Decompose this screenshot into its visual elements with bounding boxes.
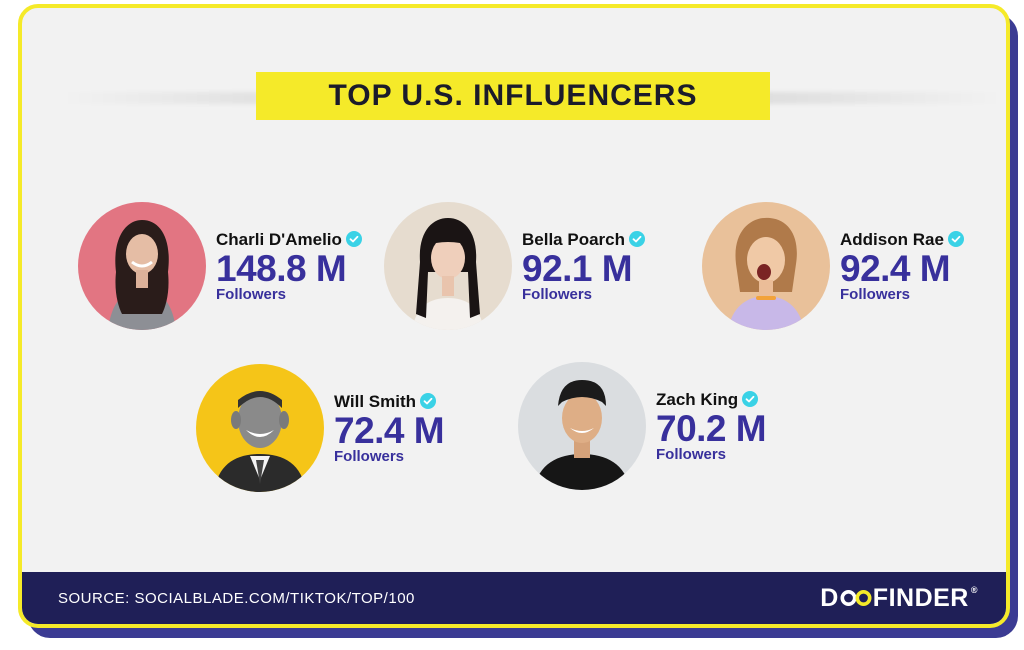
name-row: Will Smith [334, 393, 444, 410]
influencer-info: Zach King 70.2 M Followers [656, 391, 767, 463]
infographic-card: TOP U.S. INFLUENCERS Charli D'Amelio 14 [18, 4, 1010, 628]
influencer-card-zach: Zach King 70.2 M Followers [518, 362, 767, 490]
infinity-logo-icon [840, 590, 872, 606]
verified-check-icon [742, 391, 759, 407]
followers-label: Followers [522, 285, 593, 303]
brand-prefix: D [820, 583, 839, 612]
influencer-name: Charli D'Amelio [216, 229, 342, 249]
influencer-name: Addison Rae [840, 229, 944, 249]
avatar [196, 364, 324, 492]
follower-count: 92.1 M [522, 247, 633, 289]
page-title: TOP U.S. INFLUENCERS [328, 79, 698, 112]
follower-count: 92.4 M [840, 247, 951, 289]
name-row: Bella Poarch [522, 231, 645, 248]
follower-count: 72.4 M [334, 409, 445, 451]
brand-suffix: FINDER [872, 583, 969, 612]
followers-label: Followers [216, 285, 287, 303]
followers-label: Followers [840, 285, 911, 303]
follower-count: 70.2 M [656, 407, 767, 449]
influencer-name: Will Smith [334, 391, 417, 411]
influencer-name: Zach King [656, 389, 739, 409]
avatar [702, 202, 830, 330]
avatar-addison-image [702, 202, 830, 330]
avatar [518, 362, 646, 490]
verified-check-icon [947, 231, 964, 247]
influencer-info: Bella Poarch 92.1 M Followers [522, 231, 645, 302]
verified-check-icon [345, 231, 362, 247]
follower-count: 148.8 M [216, 247, 347, 289]
followers-label: Followers [334, 447, 405, 465]
influencer-card-charli: Charli D'Amelio 148.8 M Followers [78, 202, 362, 330]
avatar [78, 202, 206, 330]
followers-label: Followers [656, 445, 727, 463]
registered-mark: ® [970, 585, 978, 595]
name-row: Zach King [656, 391, 766, 408]
avatar-bella-image [384, 202, 512, 330]
influencer-info: Will Smith 72.4 M Followers [334, 393, 445, 465]
influencer-name: Bella Poarch [522, 229, 625, 249]
avatar-charli-image [78, 202, 206, 330]
avatar-will-image [196, 364, 324, 492]
influencer-card-will: Will Smith 72.4 M Followers [196, 364, 445, 492]
verified-check-icon [629, 231, 645, 247]
name-row: Addison Rae [840, 231, 964, 248]
influencer-card-bella: Bella Poarch 92.1 M Followers [384, 202, 645, 330]
footer: SOURCE: SOCIALBLADE.COM/TIKTOK/TOP/100 D… [22, 572, 1006, 624]
brand-logo: D FINDER ® [820, 584, 978, 613]
influencer-info: Addison Rae 92.4 M Followers [840, 231, 964, 302]
verified-check-icon [420, 393, 437, 409]
avatar-zach-image [518, 362, 646, 490]
source-text: SOURCE: SOCIALBLADE.COM/TIKTOK/TOP/100 [58, 589, 415, 607]
avatar [384, 202, 512, 330]
influencer-card-addison: Addison Rae 92.4 M Followers [702, 202, 964, 330]
influencer-info: Charli D'Amelio 148.8 M Followers [216, 231, 362, 302]
title-banner: TOP U.S. INFLUENCERS [256, 72, 770, 120]
name-row: Charli D'Amelio [216, 231, 362, 248]
